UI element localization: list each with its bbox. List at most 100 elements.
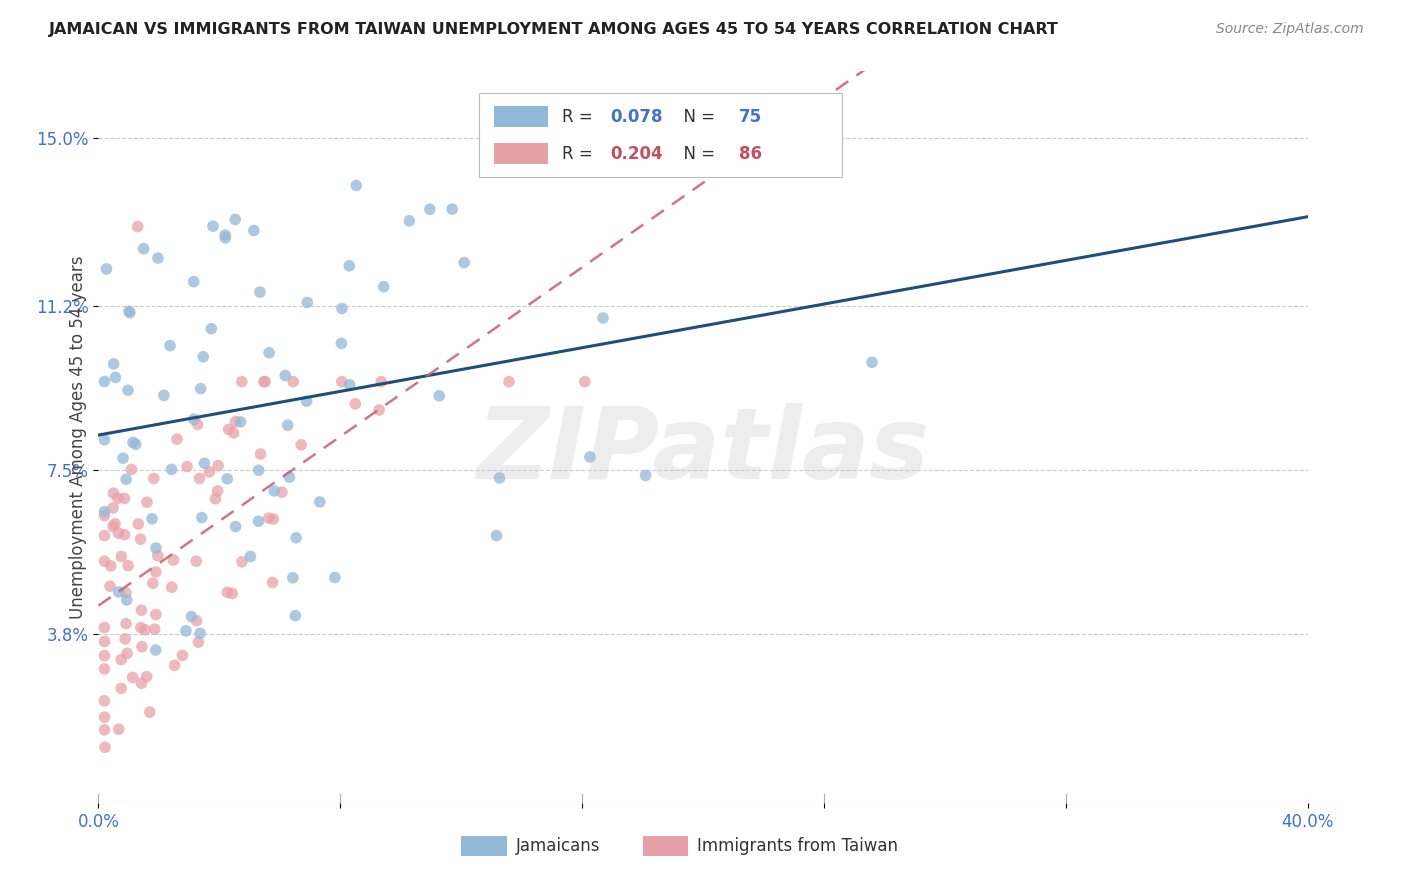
Point	[132, 242, 155, 256]
Point	[160, 580, 183, 594]
Point	[262, 512, 284, 526]
Point	[247, 463, 270, 477]
Point	[135, 495, 157, 509]
Point	[191, 510, 214, 524]
Point	[131, 676, 153, 690]
Point	[453, 255, 475, 269]
Point	[370, 375, 392, 389]
Point	[103, 357, 125, 371]
Bar	[494, 144, 548, 164]
Point	[93, 554, 115, 568]
Point	[283, 375, 305, 389]
Point	[574, 375, 596, 389]
Point	[107, 722, 129, 736]
Point	[94, 740, 117, 755]
Point	[115, 646, 138, 660]
Point	[129, 621, 152, 635]
Point	[93, 694, 115, 708]
Point	[117, 384, 139, 398]
Point	[103, 486, 125, 500]
Point	[131, 640, 153, 654]
Point	[160, 462, 183, 476]
Point	[115, 616, 138, 631]
Point	[225, 415, 247, 429]
Point	[285, 531, 308, 545]
Point	[257, 511, 280, 525]
Point	[107, 585, 129, 599]
Point	[93, 662, 115, 676]
Point	[111, 451, 134, 466]
Text: N =: N =	[672, 145, 720, 163]
Bar	[494, 106, 548, 128]
Point	[221, 586, 243, 600]
Point	[172, 648, 194, 663]
Point	[247, 514, 270, 528]
Point	[281, 571, 304, 585]
Point	[131, 603, 153, 617]
Point	[284, 608, 307, 623]
Point	[249, 447, 271, 461]
Point	[253, 375, 276, 389]
Point	[427, 389, 450, 403]
Bar	[479, 94, 842, 178]
Point	[115, 593, 138, 607]
Point	[368, 403, 391, 417]
Point	[93, 710, 115, 724]
Point	[104, 516, 127, 531]
Point	[488, 471, 510, 485]
Point	[441, 202, 464, 216]
Point	[145, 607, 167, 622]
Point	[207, 483, 229, 498]
Point	[129, 532, 152, 546]
Point	[180, 609, 202, 624]
Point	[337, 259, 360, 273]
Point	[187, 635, 209, 649]
Point	[163, 658, 186, 673]
Point	[187, 417, 209, 432]
Point	[93, 433, 115, 447]
Text: ZIPatlas: ZIPatlas	[477, 403, 929, 500]
Point	[257, 346, 280, 360]
Point	[135, 670, 157, 684]
Point	[579, 450, 602, 464]
Text: Immigrants from Taiwan: Immigrants from Taiwan	[697, 837, 898, 855]
Bar	[461, 836, 508, 856]
Point	[249, 285, 271, 299]
Point	[118, 306, 141, 320]
Point	[122, 435, 145, 450]
Point	[142, 576, 165, 591]
Point	[239, 549, 262, 564]
Point	[121, 462, 143, 476]
Point	[190, 382, 212, 396]
Text: 75: 75	[740, 108, 762, 126]
Point	[176, 459, 198, 474]
Point	[166, 432, 188, 446]
Text: Jamaicans: Jamaicans	[516, 837, 600, 855]
Point	[243, 223, 266, 237]
Point	[115, 586, 138, 600]
Point	[229, 415, 252, 429]
Point	[231, 555, 253, 569]
Point	[344, 397, 367, 411]
Point	[373, 279, 395, 293]
Text: 0.204: 0.204	[610, 145, 662, 163]
Point	[146, 251, 169, 265]
Point	[117, 558, 139, 573]
Point	[323, 570, 346, 584]
Point	[93, 508, 115, 523]
Point	[98, 579, 121, 593]
Point	[101, 500, 124, 515]
Point	[127, 219, 149, 234]
Point	[110, 549, 132, 564]
Point	[186, 614, 208, 628]
Point	[225, 519, 247, 533]
Point	[146, 549, 169, 563]
Point	[107, 491, 129, 505]
Point	[271, 485, 294, 500]
Point	[100, 558, 122, 573]
Point	[134, 623, 156, 637]
Point	[93, 723, 115, 737]
Point	[93, 621, 115, 635]
Point	[297, 295, 319, 310]
Point	[330, 375, 353, 389]
